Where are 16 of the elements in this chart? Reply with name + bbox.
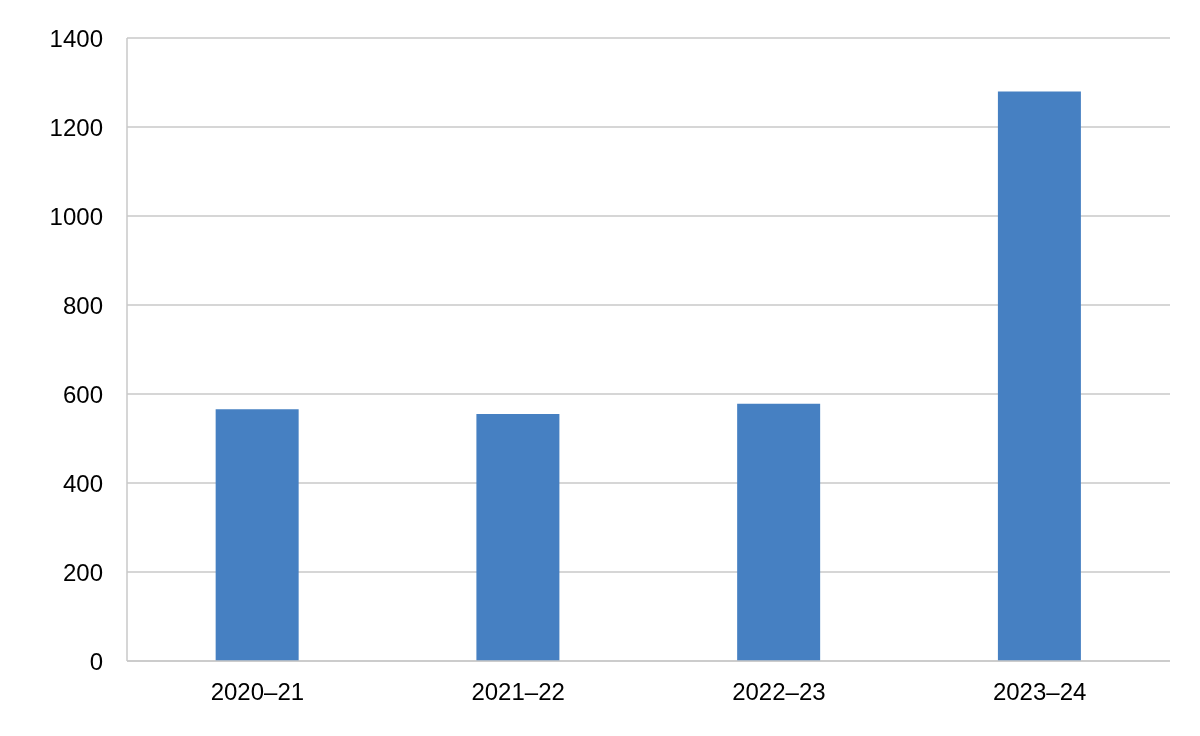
x-tick-label: 2020–21 bbox=[210, 678, 305, 706]
x-tick-label: 2022–23 bbox=[732, 678, 826, 706]
x-tick-label: 2021–22 bbox=[471, 678, 565, 706]
y-tick-label: 1000 bbox=[49, 202, 103, 230]
y-tick-label: 0 bbox=[89, 647, 103, 675]
y-tick-label: 600 bbox=[62, 380, 103, 408]
bar bbox=[997, 91, 1081, 661]
bar bbox=[215, 409, 299, 661]
y-tick-label: 800 bbox=[62, 291, 103, 319]
bar bbox=[737, 403, 821, 661]
bar bbox=[476, 414, 560, 661]
y-tick-label: 400 bbox=[62, 469, 103, 497]
y-tick-label: 1400 bbox=[49, 24, 103, 52]
y-tick-label: 200 bbox=[62, 558, 103, 586]
x-tick-label: 2023–24 bbox=[992, 678, 1087, 706]
y-tick-label: 1200 bbox=[49, 113, 103, 141]
